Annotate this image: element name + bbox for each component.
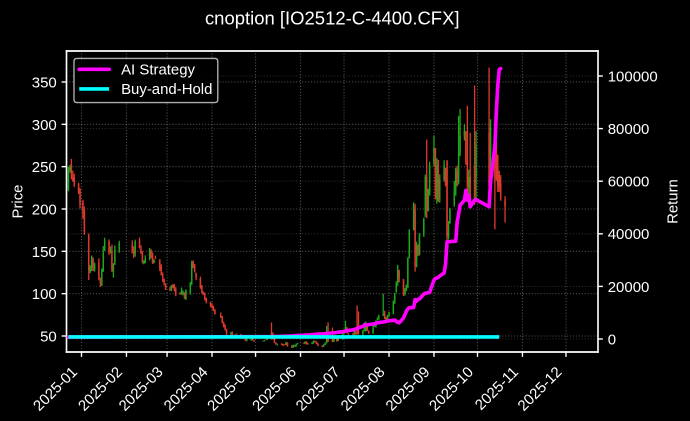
svg-text:80000: 80000 <box>608 121 650 138</box>
svg-text:AI Strategy: AI Strategy <box>121 62 195 79</box>
svg-text:cnoption [IO2512-C-4400.CFX]: cnoption [IO2512-C-4400.CFX] <box>205 8 460 29</box>
svg-text:150: 150 <box>32 244 57 261</box>
svg-text:Price: Price <box>10 185 26 219</box>
svg-text:Return: Return <box>666 179 682 224</box>
svg-text:350: 350 <box>32 74 57 91</box>
svg-text:200: 200 <box>32 201 57 218</box>
svg-text:100000: 100000 <box>608 68 658 85</box>
svg-text:300: 300 <box>32 117 57 134</box>
svg-text:Buy-and-Hold: Buy-and-Hold <box>121 81 212 98</box>
svg-text:40000: 40000 <box>608 226 650 243</box>
svg-text:20000: 20000 <box>608 279 650 296</box>
svg-text:50: 50 <box>40 328 57 345</box>
svg-text:250: 250 <box>32 159 57 176</box>
svg-text:100: 100 <box>32 286 57 303</box>
svg-text:0: 0 <box>608 331 616 348</box>
svg-text:60000: 60000 <box>608 174 650 191</box>
